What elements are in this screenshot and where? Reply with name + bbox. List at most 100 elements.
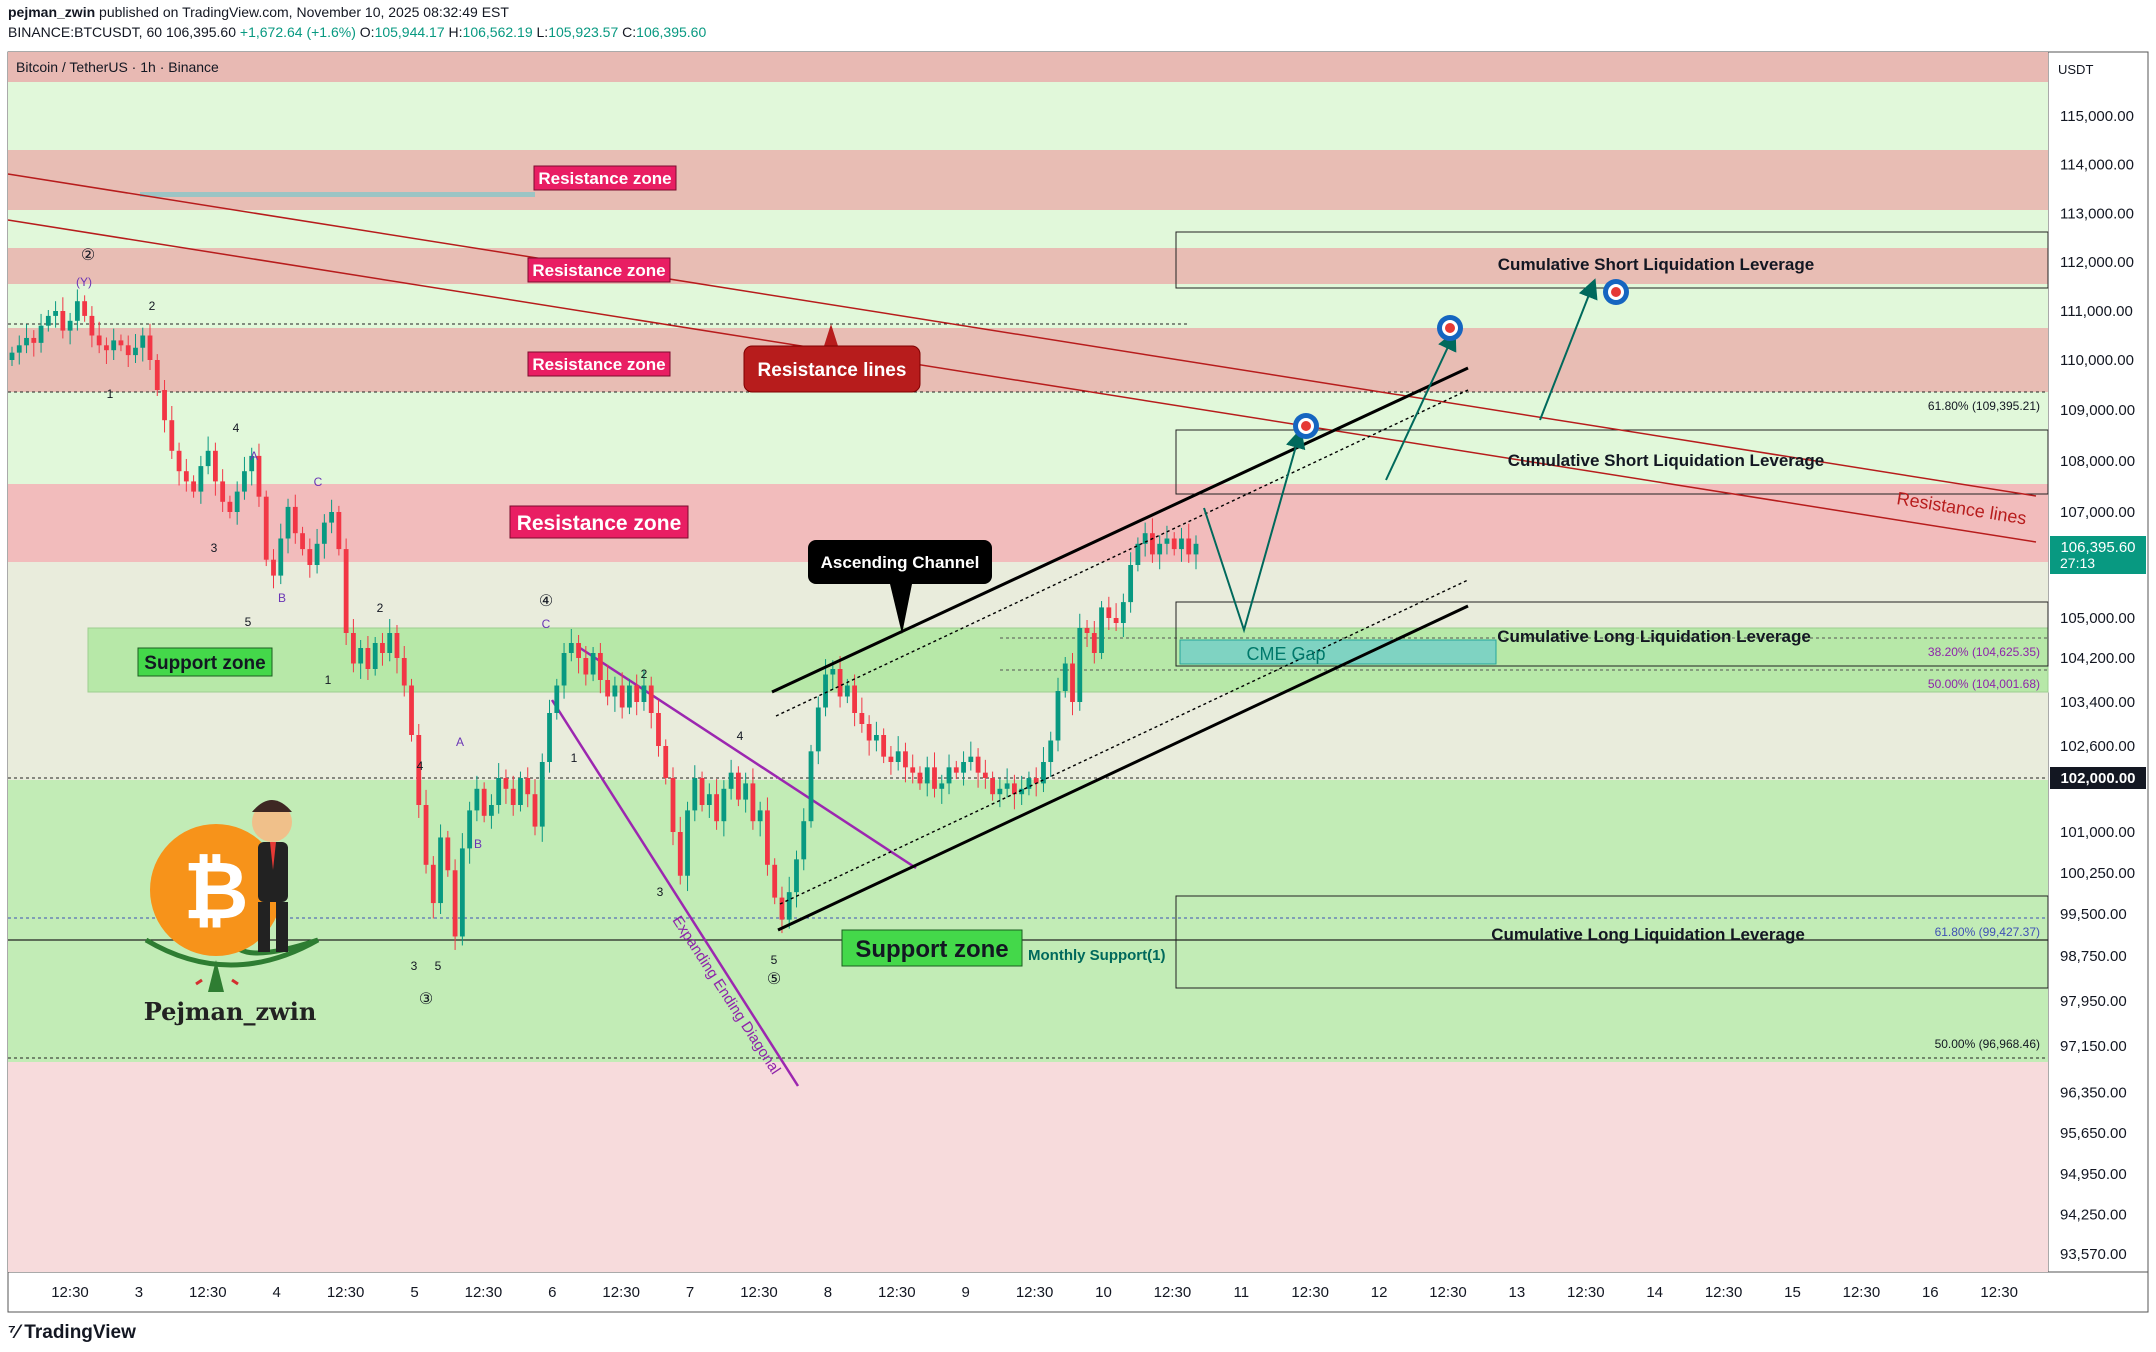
target-icon (1437, 315, 1463, 341)
price-tick-label: 109,000.00 (2060, 402, 2135, 419)
candle-body (765, 810, 770, 865)
candle-body (438, 837, 443, 904)
resistance-line-2 (7, 219, 2037, 543)
watermark: Pejman_zwin (144, 997, 317, 1026)
short-liq-label-1: Cumulative Short Liquidation Leverage (1498, 255, 1814, 274)
time-tick-label: 12:30 (878, 1284, 916, 1301)
candle-body (1062, 663, 1068, 691)
price-tick-label: 110,000.00 (2060, 352, 2134, 369)
time-tick-label: 12:30 (1291, 1284, 1329, 1301)
target-icon (1603, 279, 1629, 305)
cme-gap-box (1179, 639, 1497, 665)
candle-body (183, 471, 189, 482)
fib-label: 50.00% (96,968.46) (1935, 1037, 2040, 1051)
price-tick-label: 96,350.00 (2060, 1084, 2127, 1101)
candle-body (1186, 538, 1192, 555)
tradingview-brand[interactable]: ⁷⁄ TradingView (8, 1322, 136, 1344)
candle-body (561, 653, 567, 686)
candle-body (903, 751, 908, 768)
price-tick-label: 111,000.00 (2060, 303, 2133, 320)
candle-body (823, 674, 828, 708)
candle-body (307, 549, 313, 565)
candle-body (772, 864, 778, 898)
candle-body (873, 735, 879, 741)
svg-text:Resistance zone: Resistance zone (538, 169, 671, 188)
candle-body (997, 788, 1003, 795)
last-price: 106,395.60 (165, 24, 237, 40)
short-liq-label-2: Cumulative Short Liquidation Leverage (1508, 451, 1824, 470)
candle-body (249, 455, 255, 472)
symbol: BINANCE:BTCUSDT, 60 (8, 24, 163, 40)
candle-body (496, 778, 502, 805)
svg-text:Resistance zone: Resistance zone (517, 512, 682, 535)
open-value: 105,944.17 (374, 24, 445, 40)
time-tick-label: 12:30 (1154, 1284, 1192, 1301)
candle-body (990, 778, 996, 795)
candle-body (917, 772, 923, 784)
time-tick-label: 6 (548, 1284, 556, 1301)
price-tick-label: 93,570.00 (2060, 1246, 2127, 1263)
candle-body (1026, 778, 1032, 789)
price-tick-label: 94,950.00 (2060, 1166, 2127, 1183)
time-tick-label: 12:30 (1567, 1284, 1605, 1301)
candle-body (815, 707, 821, 752)
candle-body (467, 810, 473, 849)
candle-body (605, 680, 611, 697)
time-tick-label: 5 (410, 1284, 418, 1301)
projection-path-3 (1539, 278, 1598, 421)
candle-body (401, 658, 407, 686)
diagonal-upper (579, 646, 917, 870)
price-tick-label: 95,650.00 (2060, 1125, 2127, 1142)
support-zone-label: Support zone (137, 647, 273, 677)
candle-body (866, 724, 872, 741)
open-label: O: (359, 24, 375, 40)
candle-body (380, 643, 385, 653)
price-axis[interactable] (2047, 51, 2149, 1273)
candle-body (489, 805, 494, 816)
candle-body (1142, 533, 1148, 544)
candle-body (975, 756, 981, 773)
candle-body (576, 643, 581, 658)
candle-body (1193, 543, 1199, 555)
wave-label: (Y) (76, 275, 92, 289)
candle-body (968, 756, 974, 762)
author[interactable]: pejman_zwin (8, 4, 96, 20)
wave-label: C (314, 475, 323, 489)
target-icon (1293, 413, 1319, 439)
svg-text:Support zone: Support zone (855, 936, 1008, 963)
svg-text:106,395.60: 106,395.60 (2060, 539, 2135, 556)
time-tick-label: 9 (962, 1284, 970, 1301)
projection-path-1 (1203, 428, 1306, 634)
time-tick-label: 12:30 (1980, 1284, 2018, 1301)
time-axis[interactable] (7, 1271, 2149, 1313)
projection-path-2 (1385, 330, 1457, 481)
cme-gap-label: CME Gap (1246, 644, 1325, 664)
candle-body (801, 821, 807, 860)
fib-label: 38.20% (104,625.35) (1928, 645, 2040, 659)
candle-body (859, 713, 865, 724)
fib-label: 61.80% (109,395.21) (1928, 399, 2040, 413)
resistance-line-1 (7, 173, 2037, 497)
support-band (8, 780, 2048, 1062)
candle-body (242, 471, 247, 492)
candle-body (176, 450, 182, 472)
monthly-support-label: Monthly Support(1) (1028, 947, 1165, 964)
candle-body (343, 549, 349, 633)
candle-body (830, 669, 836, 675)
candle-body (263, 496, 269, 560)
time-tick-label: 12:30 (1705, 1284, 1743, 1301)
green-band (8, 210, 2048, 248)
green-band (8, 392, 2048, 484)
time-tick-label: 11 (1234, 1284, 1250, 1301)
long-liq-box-2 (1175, 895, 2049, 989)
price-tick-label: 108,000.00 (2060, 453, 2135, 470)
candle-body (641, 685, 647, 702)
channel-mid-bottom (779, 579, 1469, 905)
candle-body (1070, 663, 1075, 702)
price-tick-label: 103,400.00 (2060, 694, 2135, 711)
candle-body (45, 315, 51, 326)
short-liq-box-2 (1175, 429, 2049, 495)
candle-body (677, 832, 683, 876)
candle-body (1077, 628, 1083, 702)
